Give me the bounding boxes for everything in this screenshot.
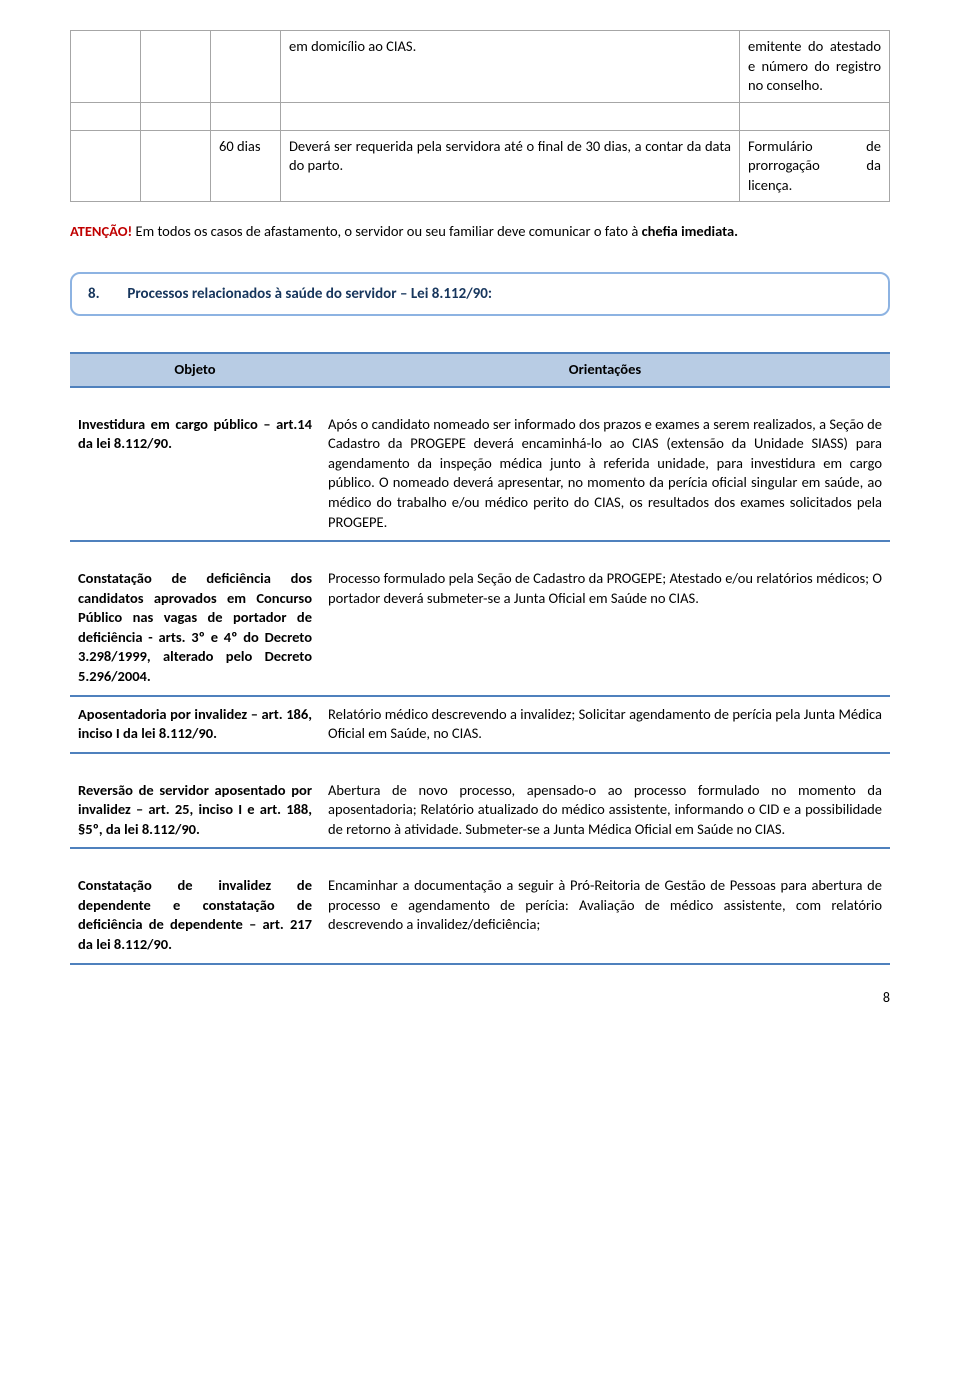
cell-r1c4: em domicílio ao CIAS. (281, 31, 740, 103)
section-title: Processos relacionados à saúde do servid… (127, 285, 492, 303)
row1-objeto: Investidura em cargo público – art.14 da… (70, 407, 320, 541)
table-row: Constatação de deficiência dos candidato… (70, 561, 890, 695)
row1-orient: Após o candidato nomeado ser informado d… (320, 407, 890, 541)
cell-r2c2 (141, 130, 211, 202)
row5-orient: Encaminhar a documentação a seguir à Pró… (320, 868, 890, 963)
row3-orient: Relatório médico descrevendo a invalidez… (320, 696, 890, 753)
attention-paragraph: ATENÇÃO! Em todos os casos de afastament… (70, 222, 890, 242)
attention-text: Em todos os casos de afastamento, o serv… (132, 222, 641, 240)
cell-r2c5: Formulário de prorrogação da licença. (740, 130, 890, 202)
cell-r2c3: 60 dias (211, 130, 281, 202)
col-header-objeto: Objeto (70, 353, 320, 387)
cell-r2c4: Deverá ser requerida pela servidora até … (281, 130, 740, 202)
table-row: Reversão de servidor aposentado por inva… (70, 773, 890, 849)
table-row: Constatação de invalidez de dependente e… (70, 868, 890, 963)
row3-objeto: Aposentadoria por invalidez – art. 186, … (70, 696, 320, 753)
table-row: Investidura em cargo público – art.14 da… (70, 407, 890, 541)
row4-orient: Abertura de novo processo, apensado-o ao… (320, 773, 890, 849)
section-heading-box: 8. Processos relacionados à saúde do ser… (70, 272, 890, 316)
cell-r2c1 (71, 130, 141, 202)
row5-objeto: Constatação de invalidez de dependente e… (70, 868, 320, 963)
col-header-orient: Orientações (320, 353, 890, 387)
top-table: em domicílio ao CIAS. emitente do atesta… (70, 30, 890, 202)
cell-r1c3 (211, 31, 281, 103)
table-row: Aposentadoria por invalidez – art. 186, … (70, 696, 890, 753)
row2-objeto: Constatação de deficiência dos candidato… (70, 561, 320, 695)
cell-r1c1 (71, 31, 141, 103)
section-number: 8. (88, 284, 124, 304)
processes-table: Objeto Orientações Investidura em cargo … (70, 352, 890, 964)
cell-r1c2 (141, 31, 211, 103)
page-number: 8 (70, 989, 890, 1008)
row4-objeto: Reversão de servidor aposentado por inva… (70, 773, 320, 849)
attention-label: ATENÇÃO! (70, 222, 132, 240)
cell-r1c5: emitente do atestado e número do registr… (740, 31, 890, 103)
attention-bold: chefia imediata. (642, 222, 738, 240)
row2-orient: Processo formulado pela Seção de Cadastr… (320, 561, 890, 695)
